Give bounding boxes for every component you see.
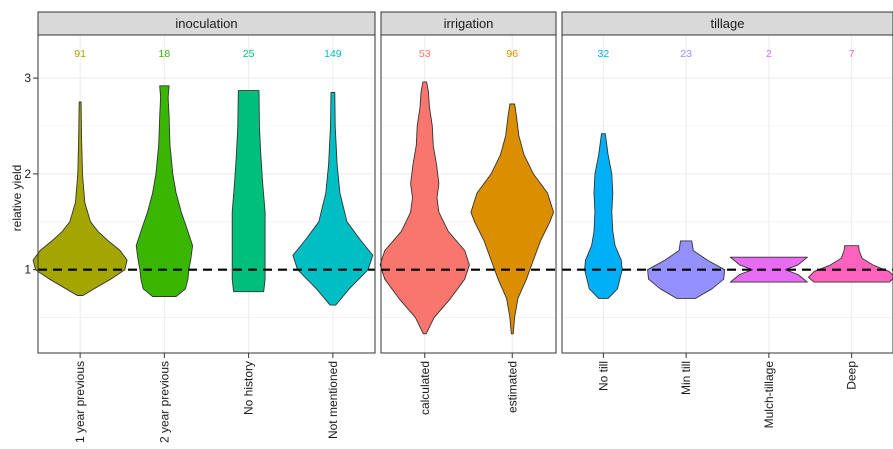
count-label: 18 [159,48,171,60]
count-label: 53 [419,48,431,60]
panel-background [38,35,375,353]
violin-1-year-previous [32,101,128,296]
violin-mulch-tillage [729,256,808,283]
x-tick-label: Deep [845,361,859,390]
strip-label: inoculation [175,16,237,31]
x-tick-label: Min till [679,361,693,395]
facet-panels: inoculation 91 1 year previous 18 2 year pre… [32,11,893,443]
x-tick-label: 2 year previous [157,361,171,443]
y-tick-label: 1 [24,263,31,277]
x-tick-label: Mulch-tillage [762,361,776,429]
count-label: 2 [766,48,772,60]
violin-2-year-previous [135,85,194,297]
x-tick-label: 1 year previous [73,361,87,443]
violin-no-history [231,90,266,293]
violin-calculated [379,81,470,335]
x-tick-label: No till [596,361,610,391]
strip-label: tillage [711,16,745,31]
panel-border [561,34,893,354]
facet-panel-inoculation: inoculation 91 1 year previous 18 2 year pre… [32,11,376,443]
y-axis-title: relative yield [10,165,24,232]
count-label: 23 [680,48,692,60]
count-label: 7 [849,48,855,60]
count-label: 32 [598,48,610,60]
strip-label: irrigation [444,16,494,31]
violin-no-till [584,133,623,299]
x-tick-label: calculated [418,361,432,415]
panel-border [37,34,376,354]
y-tick-label: 2 [24,167,31,181]
panel-background [562,35,893,353]
count-label: 96 [506,48,518,60]
y-axis: 1 2 3 [24,71,38,277]
y-tick-label: 3 [24,71,31,85]
x-tick-label: Not mentioned [326,361,340,439]
facet-panel-irrigation: irrigation 53 calculated 96 estimated [379,11,557,415]
x-tick-label: estimated [505,361,519,413]
violin-estimated [470,103,555,335]
violin-not-mentioned [292,92,374,306]
count-label: 25 [243,48,255,60]
count-label: 149 [324,48,342,60]
count-label: 91 [74,48,86,60]
x-tick-label: No history [242,361,256,415]
panel-border [380,34,557,354]
facet-panel-tillage: tillage 32 No till 23 Min till 2 Mulch-tillage… [561,11,893,429]
